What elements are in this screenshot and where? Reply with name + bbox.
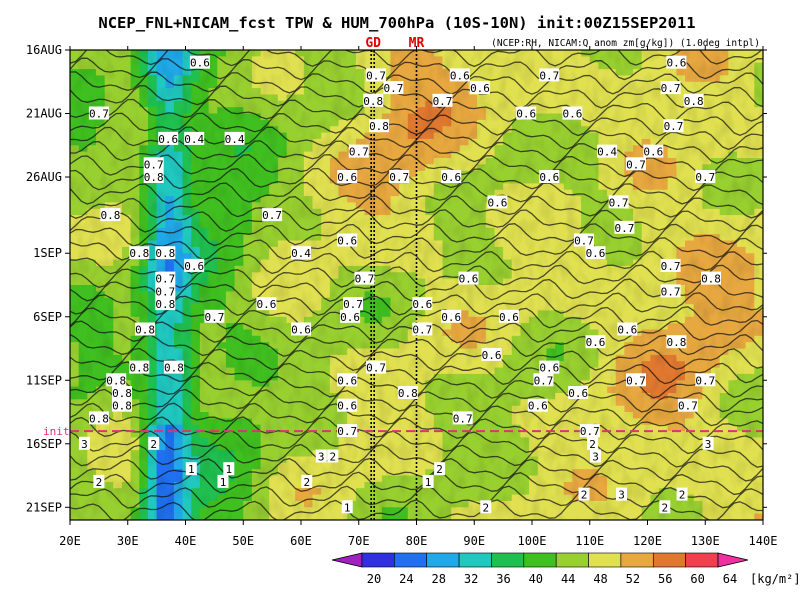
chart-subtitle: (NCEP:RH, NICAM:Q anom zm[g/kg]) (1.0deg…	[491, 38, 760, 49]
plot-area: 0.60.70.6 0.4 0.40.70.80.8 0.70.8 0.80.60.40…	[70, 50, 763, 520]
chart-title: NCEP_FNL+NICAM_fcst TPW & HUM_700hPa (10…	[98, 14, 695, 32]
